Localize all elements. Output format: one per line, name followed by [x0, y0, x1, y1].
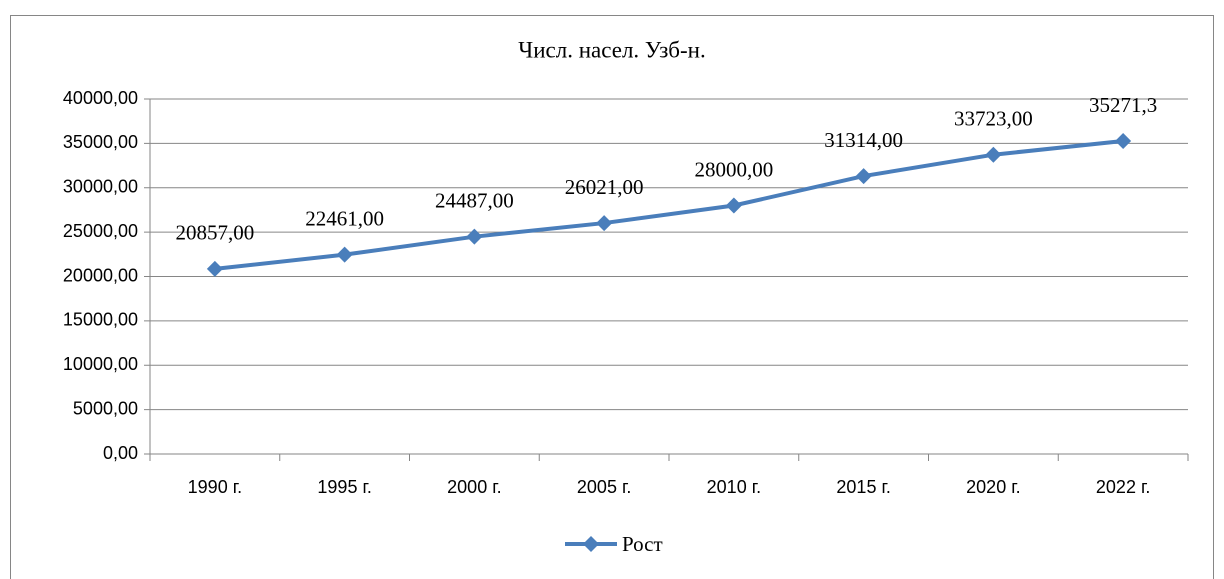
marker: [596, 215, 613, 232]
chart-frame: [10, 15, 1214, 579]
data-label: 22461,00: [305, 206, 384, 230]
marker: [466, 228, 483, 245]
line: [214, 138, 1124, 271]
legend-marker: [583, 536, 599, 552]
chart-title: Числ. насел. Узб-н.: [518, 37, 705, 62]
marker: [985, 146, 1002, 163]
x-tick-label: 2020 г.: [966, 477, 1020, 497]
y-tick-label: 35000,00: [63, 132, 138, 152]
marker: [725, 197, 742, 214]
marker: [336, 246, 353, 263]
x-tick-label: 2015 г.: [836, 477, 890, 497]
data-label: 35271,3: [1089, 93, 1157, 117]
x-tick-label: 2022 г.: [1096, 477, 1150, 497]
data-label: 26021,00: [565, 175, 644, 199]
data-label: 24487,00: [435, 188, 514, 212]
legend-label: Рост: [622, 532, 663, 556]
y-tick-label: 25000,00: [63, 221, 138, 241]
y-tick-label: 30000,00: [63, 177, 138, 197]
y-tick-label: 40000,00: [63, 88, 138, 108]
y-tick-label: 10000,00: [63, 354, 138, 374]
y-tick-label: 0,00: [103, 443, 138, 463]
x-tick-label: 2005 г.: [577, 477, 631, 497]
data-label: 28000,00: [695, 157, 774, 181]
x-tick-label: 2000 г.: [447, 477, 501, 497]
y-tick-label: 20000,00: [63, 265, 138, 285]
data-label: 20857,00: [176, 221, 255, 245]
marker: [206, 260, 223, 277]
x-tick-label: 1995 г.: [317, 477, 371, 497]
y-tick-label: 5000,00: [73, 398, 138, 418]
x-tick-label: 2010 г.: [707, 477, 761, 497]
data-label: 33723,00: [954, 107, 1033, 131]
marker: [855, 168, 872, 185]
data-label: 31314,00: [824, 128, 903, 152]
marker: [1115, 132, 1132, 149]
y-tick-label: 15000,00: [63, 310, 138, 330]
x-tick-label: 1990 г.: [188, 477, 242, 497]
